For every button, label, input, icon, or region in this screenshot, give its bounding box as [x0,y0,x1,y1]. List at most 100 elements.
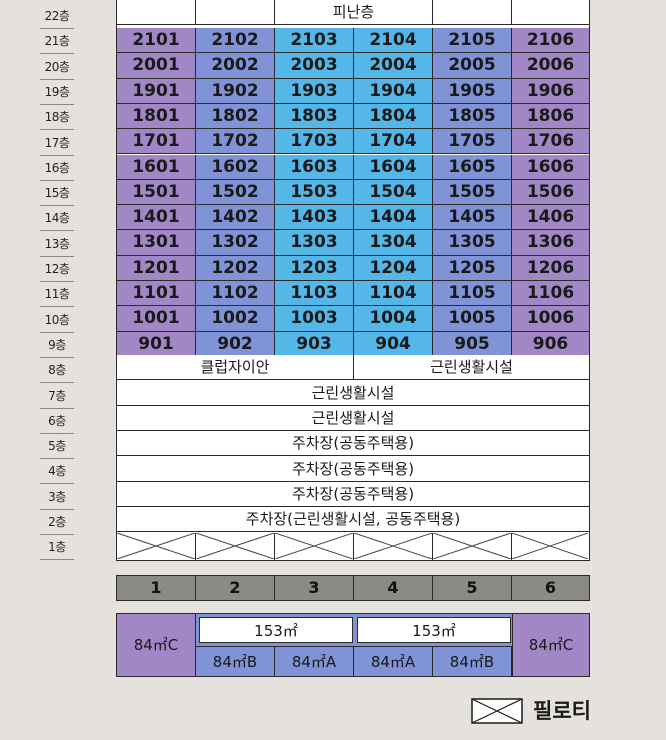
unit-cell: 906 [512,331,589,357]
unit-cell: 1803 [275,103,354,130]
floor-label: 6층 [40,408,74,434]
unit-type-line-5: 84㎡B [433,646,512,676]
unit-row: 1301 1302 1303 1304 1305 1306 [117,230,589,256]
refuge-cell [512,0,589,26]
unit-cell: 904 [354,331,433,357]
floor-4-label: 주차장(공동주택용) [117,457,589,483]
floor-6-row: 근린생활시설 [117,406,589,432]
unit-cell: 1806 [512,103,589,130]
pilotis-cell [433,533,512,560]
line-number: 4 [354,576,433,600]
unit-cell: 1401 [117,205,196,231]
floor-3-label: 주차장(공동주택용) [117,482,589,508]
unit-cell: 1302 [196,230,275,256]
line-number: 3 [275,576,354,600]
unit-cell: 1701 [117,129,196,155]
floor-8-right-label: 근린생활시설 [354,355,589,381]
unit-cell: 2004 [354,53,433,79]
unit-cell: 1703 [275,129,354,155]
legend-label: 필로티 [533,699,591,723]
floor-7-row: 근린생활시설 [117,381,589,407]
unit-group-a-total: 153㎡ [199,617,353,643]
unit-cell: 1801 [117,103,196,130]
unit-row: 901 902 903 904 905 906 [117,331,589,357]
floor-label: 8층 [40,357,74,384]
unit-cell: 2101 [117,28,196,54]
building-section-diagram: 피난층 2101 2102 2103 2104 2105 2106 2001 2002 2003… [116,0,590,561]
floor-6-label: 근린생활시설 [117,406,589,432]
line-number: 2 [196,576,275,600]
floor-label: 12층 [40,256,74,282]
unit-cell: 1205 [433,255,512,281]
unit-type-line-1: 84㎡C [117,614,196,676]
unit-cell: 1102 [196,281,275,307]
unit-cell: 2006 [512,53,589,79]
refuge-cell [117,0,196,26]
unit-cell: 1004 [354,306,433,332]
unit-row: 1001 1002 1003 1004 1005 1006 [117,306,589,332]
unit-row: 1201 1202 1203 1204 1205 1206 [117,255,589,281]
pilotis-cell [512,533,589,560]
unit-cell: 2005 [433,53,512,79]
pilotis-cell [196,533,275,560]
unit-cell: 1301 [117,230,196,256]
floor-label: 7층 [40,383,74,409]
unit-row: 1401 1402 1403 1404 1405 1406 [117,205,589,231]
floor-label: 18층 [40,104,74,131]
unit-cell: 1503 [275,179,354,206]
pilotis-cell [117,533,196,560]
unit-cell: 1304 [354,230,433,256]
pilotis-x-icon [354,533,432,559]
floor-label: 17층 [40,130,74,156]
refuge-cell [196,0,275,26]
pilotis-x-icon [196,533,274,559]
unit-cell: 1202 [196,255,275,281]
line-number: 5 [433,576,512,600]
unit-cell: 2003 [275,53,354,79]
pilotis-x-icon [433,533,511,559]
unit-type-line-4: 84㎡A [354,646,433,676]
floor-label: 16층 [40,155,74,181]
unit-cell: 1605 [433,154,512,180]
unit-cell: 1901 [117,78,196,104]
floor-label: 14층 [40,205,74,232]
pilotis-x-icon [275,533,353,559]
unit-cell: 1501 [117,179,196,206]
unit-cell: 1203 [275,255,354,281]
unit-cell: 1105 [433,281,512,307]
pilotis-x-icon [512,533,588,559]
floor-label: 20층 [40,54,74,80]
unit-cell: 1903 [275,78,354,104]
unit-cell: 2102 [196,28,275,54]
unit-cell: 1001 [117,306,196,332]
unit-cell: 1405 [433,205,512,231]
unit-cell: 1103 [275,281,354,307]
pilotis-x-icon [117,533,195,559]
pilotis-cell [354,533,433,560]
unit-cell: 1802 [196,103,275,130]
floor-label: 13층 [40,231,74,257]
unit-cell: 1706 [512,129,589,155]
unit-cell: 902 [196,331,275,357]
floor-label: 1층 [40,534,74,561]
unit-cell: 1402 [196,205,275,231]
unit-cell: 1403 [275,205,354,231]
pilotis-cell [275,533,354,560]
unit-type-box: 84㎡C 153㎡ 84㎡B 84㎡A 153㎡ 84㎡A 84㎡B 84㎡C [116,613,590,677]
unit-cell: 2106 [512,28,589,54]
unit-row: 2101 2102 2103 2104 2105 2106 [117,28,589,54]
floor-label: 11층 [40,281,74,308]
floor-5-label: 주차장(공동주택용) [117,431,589,457]
unit-cell: 2103 [275,28,354,54]
unit-row: 1801 1802 1803 1804 1805 1806 [117,103,589,130]
unit-cell: 1104 [354,281,433,307]
unit-cell: 905 [433,331,512,357]
unit-row: 1601 1602 1603 1604 1605 1606 [117,154,589,180]
unit-cell: 1106 [512,281,589,307]
floor-label: 19층 [40,79,74,105]
line-number: 1 [117,576,196,600]
floor-22-row: 피난층 [117,0,589,26]
unit-cell: 1206 [512,255,589,281]
unit-cell: 1705 [433,129,512,155]
